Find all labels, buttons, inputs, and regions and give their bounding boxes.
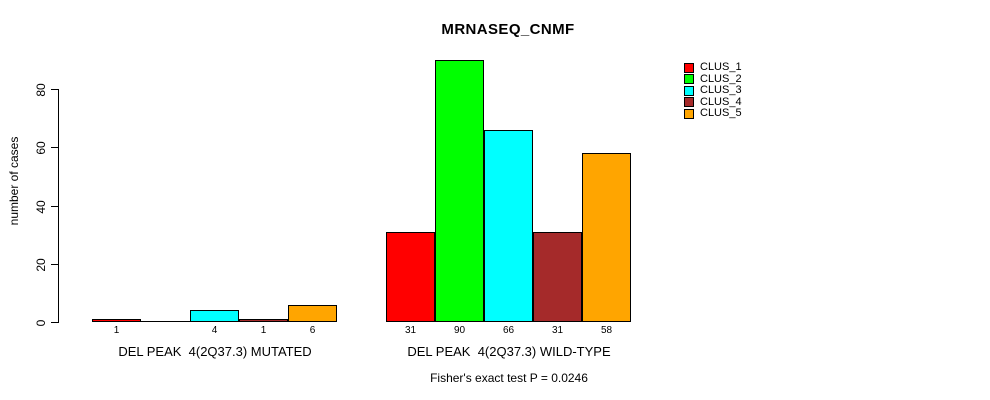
bar-clus_1 bbox=[92, 319, 141, 322]
legend-swatch-icon bbox=[684, 108, 694, 119]
legend-item: CLUS_2 bbox=[684, 72, 742, 86]
y-tick bbox=[51, 264, 58, 265]
bar-value-label: 90 bbox=[453, 325, 466, 336]
legend-label: CLUS_5 bbox=[700, 107, 742, 120]
y-tick-label: 0 bbox=[34, 319, 48, 327]
bar-clus_1 bbox=[386, 232, 435, 322]
bar-clus_2 bbox=[141, 321, 190, 322]
bar-clus_4 bbox=[239, 319, 288, 322]
bar-value-label: 31 bbox=[404, 325, 417, 336]
bar-clus_3 bbox=[190, 310, 239, 322]
legend-swatch-icon bbox=[684, 62, 694, 73]
fisher-test-annotation: Fisher's exact test P = 0.0246 bbox=[430, 371, 588, 385]
bar-value-label: 31 bbox=[551, 325, 564, 336]
legend-label: CLUS_4 bbox=[700, 95, 742, 108]
bar-clus_2 bbox=[435, 60, 484, 322]
y-tick-label: 60 bbox=[34, 141, 48, 155]
y-tick-label: 80 bbox=[34, 83, 48, 97]
legend-item: CLUS_5 bbox=[684, 108, 742, 120]
bar-value-label: 58 bbox=[600, 325, 613, 336]
bar-value-label: 66 bbox=[502, 325, 515, 336]
chart-title: MRNASEQ_CNMF bbox=[441, 21, 575, 38]
y-axis-label: number of cases bbox=[7, 136, 21, 226]
legend-item: CLUS_4 bbox=[684, 95, 742, 109]
y-tick bbox=[51, 147, 58, 148]
legend: CLUS_1 CLUS_2 CLUS_3 CLUS_4 CLUS_5 bbox=[684, 62, 742, 120]
group-label-mutated: DEL PEAK 4(2Q37.3) MUTATED bbox=[118, 344, 312, 359]
y-tick bbox=[51, 322, 58, 323]
legend-swatch-icon bbox=[684, 74, 694, 85]
legend-label: CLUS_3 bbox=[700, 84, 742, 97]
y-tick-label: 20 bbox=[34, 258, 48, 272]
bar-value-label: 1 bbox=[260, 325, 267, 336]
bar-clus_3 bbox=[484, 130, 533, 322]
y-tick-label: 40 bbox=[34, 200, 48, 214]
bar-clus_4 bbox=[533, 232, 582, 322]
bar-clus_5 bbox=[582, 153, 631, 322]
legend-label: CLUS_1 bbox=[700, 61, 742, 74]
group-label-wildtype: DEL PEAK 4(2Q37.3) WILD-TYPE bbox=[407, 344, 611, 359]
bar-value-label: 4 bbox=[211, 325, 218, 336]
y-tick bbox=[51, 206, 58, 207]
legend-item: CLUS_3 bbox=[684, 85, 742, 97]
y-axis-line bbox=[58, 89, 59, 323]
legend-item: CLUS_1 bbox=[684, 62, 742, 74]
bar-value-label: 1 bbox=[113, 325, 120, 336]
legend-swatch-icon bbox=[684, 97, 694, 108]
bar-clus_5 bbox=[288, 305, 337, 322]
legend-label: CLUS_2 bbox=[700, 72, 742, 85]
legend-swatch-icon bbox=[684, 85, 694, 96]
y-tick bbox=[51, 89, 58, 90]
bar-value-label: 6 bbox=[309, 325, 316, 336]
